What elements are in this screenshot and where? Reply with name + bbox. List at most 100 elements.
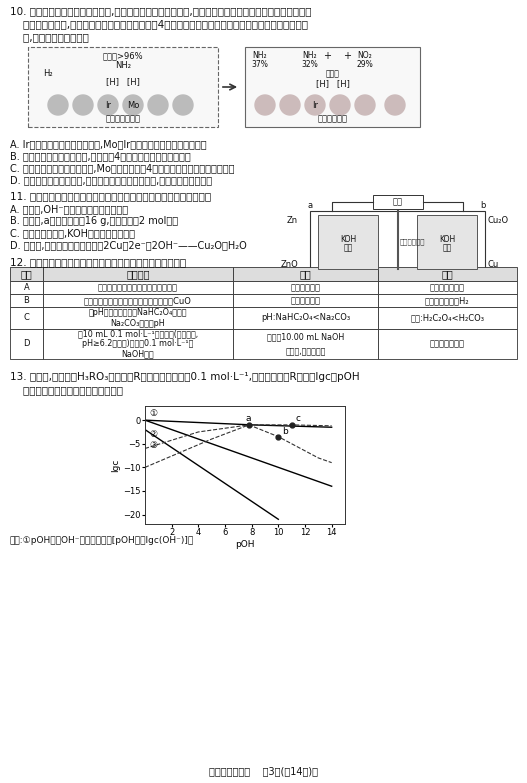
Text: D. 使用双单原子催化剂时,可以大大减少副反应的发生,提高乙烯苯胺的产率: D. 使用双单原子催化剂时,可以大大减少副反应的发生,提高乙烯苯胺的产率	[10, 175, 212, 185]
Text: Mo: Mo	[127, 100, 139, 110]
Text: NaOH溶液: NaOH溶液	[122, 349, 154, 359]
Circle shape	[330, 95, 350, 115]
Circle shape	[73, 95, 93, 115]
Text: 【高三理科综合    第3页(共14页)】: 【高三理科综合 第3页(共14页)】	[209, 766, 318, 776]
Text: A. 放电时,OH⁻由交换膜左侧向右侧迁移: A. 放电时,OH⁻由交换膜左侧向右侧迁移	[10, 204, 128, 214]
Text: ②: ②	[149, 430, 157, 438]
Text: a: a	[245, 414, 250, 423]
Text: Cu₂O: Cu₂O	[487, 216, 508, 225]
Bar	[417, 215, 477, 269]
Bar	[377, 281, 517, 294]
Bar	[318, 215, 378, 269]
Text: KOH: KOH	[340, 236, 356, 244]
Text: NH₂: NH₂	[302, 51, 317, 60]
Bar	[43, 294, 233, 307]
Text: A: A	[24, 283, 30, 292]
Text: H₂: H₂	[43, 69, 53, 78]
Text: b: b	[480, 201, 486, 210]
Circle shape	[355, 95, 375, 115]
Text: 已知:①pOH表示OH⁻浓度的负对数[pOH＝－lgc(OH⁻)]。: 已知:①pOH表示OH⁻浓度的负对数[pOH＝－lgc(OH⁻)]。	[10, 536, 194, 545]
Bar	[233, 294, 377, 307]
Y-axis label: lgc: lgc	[112, 458, 121, 471]
Text: 草酸是一元弱酸: 草酸是一元弱酸	[430, 340, 465, 348]
Text: c: c	[296, 414, 301, 423]
Text: B: B	[24, 296, 30, 305]
Bar	[43, 281, 233, 294]
Text: 负载: 负载	[393, 197, 403, 207]
Text: 黑色固体变红: 黑色固体变红	[290, 296, 320, 305]
Text: 13. 常温下,已知弱酸H₃RO₃溶液中含R物种的浓度之和为0.1 mol·L⁻¹,溶液中所有含R物种的lgc－pOH: 13. 常温下,已知弱酸H₃RO₃溶液中含R物种的浓度之和为0.1 mol·L⁻…	[10, 372, 359, 382]
Text: Na₂CO₃溶液的pH: Na₂CO₃溶液的pH	[111, 319, 165, 328]
Text: NH₂: NH₂	[115, 61, 131, 70]
Bar	[43, 307, 233, 329]
Bar	[377, 307, 517, 329]
Text: 溶液: 溶液	[442, 244, 452, 252]
Text: 实验操作: 实验操作	[126, 269, 150, 279]
Text: +: +	[344, 51, 352, 61]
Bar	[233, 307, 377, 329]
Bar	[43, 267, 233, 281]
Text: 当消耗10.00 mL NaOH: 当消耗10.00 mL NaOH	[267, 332, 344, 341]
Text: 37%: 37%	[251, 60, 268, 69]
Text: 的关系如图所示。下列说法错误的是: 的关系如图所示。下列说法错误的是	[10, 385, 123, 395]
Text: a: a	[307, 201, 313, 210]
Text: B. 充电时,a极质量每净增16 g,理论上转移2 mol电子: B. 充电时,a极质量每净增16 g,理论上转移2 mol电子	[10, 216, 178, 226]
Bar	[10, 294, 43, 307]
Circle shape	[98, 95, 118, 115]
Text: 选择性>96%: 选择性>96%	[103, 51, 143, 60]
Text: B. 在双单原子催化剂作用下,可以提高4－硝基苯乙烯的平衡转化率: B. 在双单原子催化剂作用下,可以提高4－硝基苯乙烯的平衡转化率	[10, 151, 191, 161]
Text: [H]   [H]: [H] [H]	[106, 77, 140, 86]
Text: ①: ①	[149, 410, 157, 418]
Bar	[43, 329, 233, 359]
Text: C. 从图示的催化过程可以发现,Mo单原子位点对4－硝基苯乙烯有较好的吸附效果: C. 从图示的催化过程可以发现,Mo单原子位点对4－硝基苯乙烯有较好的吸附效果	[10, 163, 235, 173]
Text: NO₂: NO₂	[358, 51, 373, 60]
Circle shape	[255, 95, 275, 115]
Text: C. 放电一段时间后,KOH的总物质的量增多: C. 放电一段时间后,KOH的总物质的量增多	[10, 228, 135, 238]
Text: 阴离子交换膜: 阴离子交换膜	[399, 239, 425, 245]
Bar	[233, 267, 377, 281]
Bar	[10, 329, 43, 359]
Text: NH₂: NH₂	[252, 51, 267, 60]
Bar	[377, 329, 517, 359]
Text: 往10 mL 0.1 mol·L⁻¹草酸溶液(含甲基红,: 往10 mL 0.1 mol·L⁻¹草酸溶液(含甲基红,	[78, 330, 198, 338]
Bar	[233, 329, 377, 359]
Text: 用pH计测定等浓度的NaHC₂O₄溶液和: 用pH计测定等浓度的NaHC₂O₄溶液和	[89, 308, 187, 317]
Text: 双单原子催化剂: 双单原子催化剂	[105, 114, 141, 123]
Circle shape	[385, 95, 405, 115]
Circle shape	[148, 95, 168, 115]
Text: 选择性: 选择性	[326, 69, 339, 78]
Circle shape	[280, 95, 300, 115]
Text: Zn: Zn	[287, 216, 298, 225]
Text: 图,下列说法中错误的是: 图,下列说法中错误的是	[10, 32, 89, 42]
Text: Ir: Ir	[105, 100, 111, 110]
Bar	[233, 281, 377, 294]
Text: 酸性:H₂C₂O₄<H₂CO₃: 酸性:H₂C₂O₄<H₂CO₃	[411, 313, 484, 323]
Bar	[10, 267, 43, 281]
Circle shape	[48, 95, 68, 115]
Text: 单原子催化剂: 单原子催化剂	[317, 114, 347, 123]
Text: A. Ir单原子位点促进氢气的活化,Mo和Ir的协同作用改变催化剂选择性: A. Ir单原子位点促进氢气的活化,Mo和Ir的协同作用改变催化剂选择性	[10, 139, 207, 149]
Text: 溶液: 溶液	[344, 244, 353, 252]
Text: ZnO: ZnO	[280, 260, 298, 269]
Text: 溶液时,溶液不变黄: 溶液时,溶液不变黄	[285, 347, 326, 356]
Text: b: b	[282, 428, 288, 436]
Text: Ir: Ir	[312, 100, 318, 110]
Text: pH≥6.2呈黄色)中滴加0.1 mol·L⁻¹的: pH≥6.2呈黄色)中滴加0.1 mol·L⁻¹的	[82, 340, 194, 348]
Bar	[373, 195, 423, 209]
Text: 选项: 选项	[21, 269, 32, 279]
Circle shape	[305, 95, 325, 115]
Text: 现象: 现象	[299, 269, 311, 279]
Text: 溶液紫色褪去: 溶液紫色褪去	[290, 283, 320, 292]
Bar	[28, 47, 218, 127]
Bar	[310, 211, 485, 273]
Text: 提高原子利用率,而且可以提高催化剂的选择性。4－硝基苯乙烯选择性加氢反应制备乙烯苯胺的反应如: 提高原子利用率,而且可以提高催化剂的选择性。4－硝基苯乙烯选择性加氢反应制备乙烯…	[10, 19, 308, 29]
Text: ③: ③	[149, 442, 157, 450]
Text: 向草酸溶液中滴入少量高锰酸钾溶液: 向草酸溶液中滴入少量高锰酸钾溶液	[98, 283, 178, 292]
Text: 草酸具有还原性: 草酸具有还原性	[430, 283, 465, 292]
Text: pH:NaHC₂O₄<Na₂CO₃: pH:NaHC₂O₄<Na₂CO₃	[261, 313, 350, 323]
Bar	[377, 294, 517, 307]
Text: 29%: 29%	[357, 60, 373, 69]
Text: 将草酸晶体加热后产生的气体通过灼热的CuO: 将草酸晶体加热后产生的气体通过灼热的CuO	[84, 296, 192, 305]
Circle shape	[123, 95, 143, 115]
X-axis label: pOH: pOH	[235, 540, 255, 549]
